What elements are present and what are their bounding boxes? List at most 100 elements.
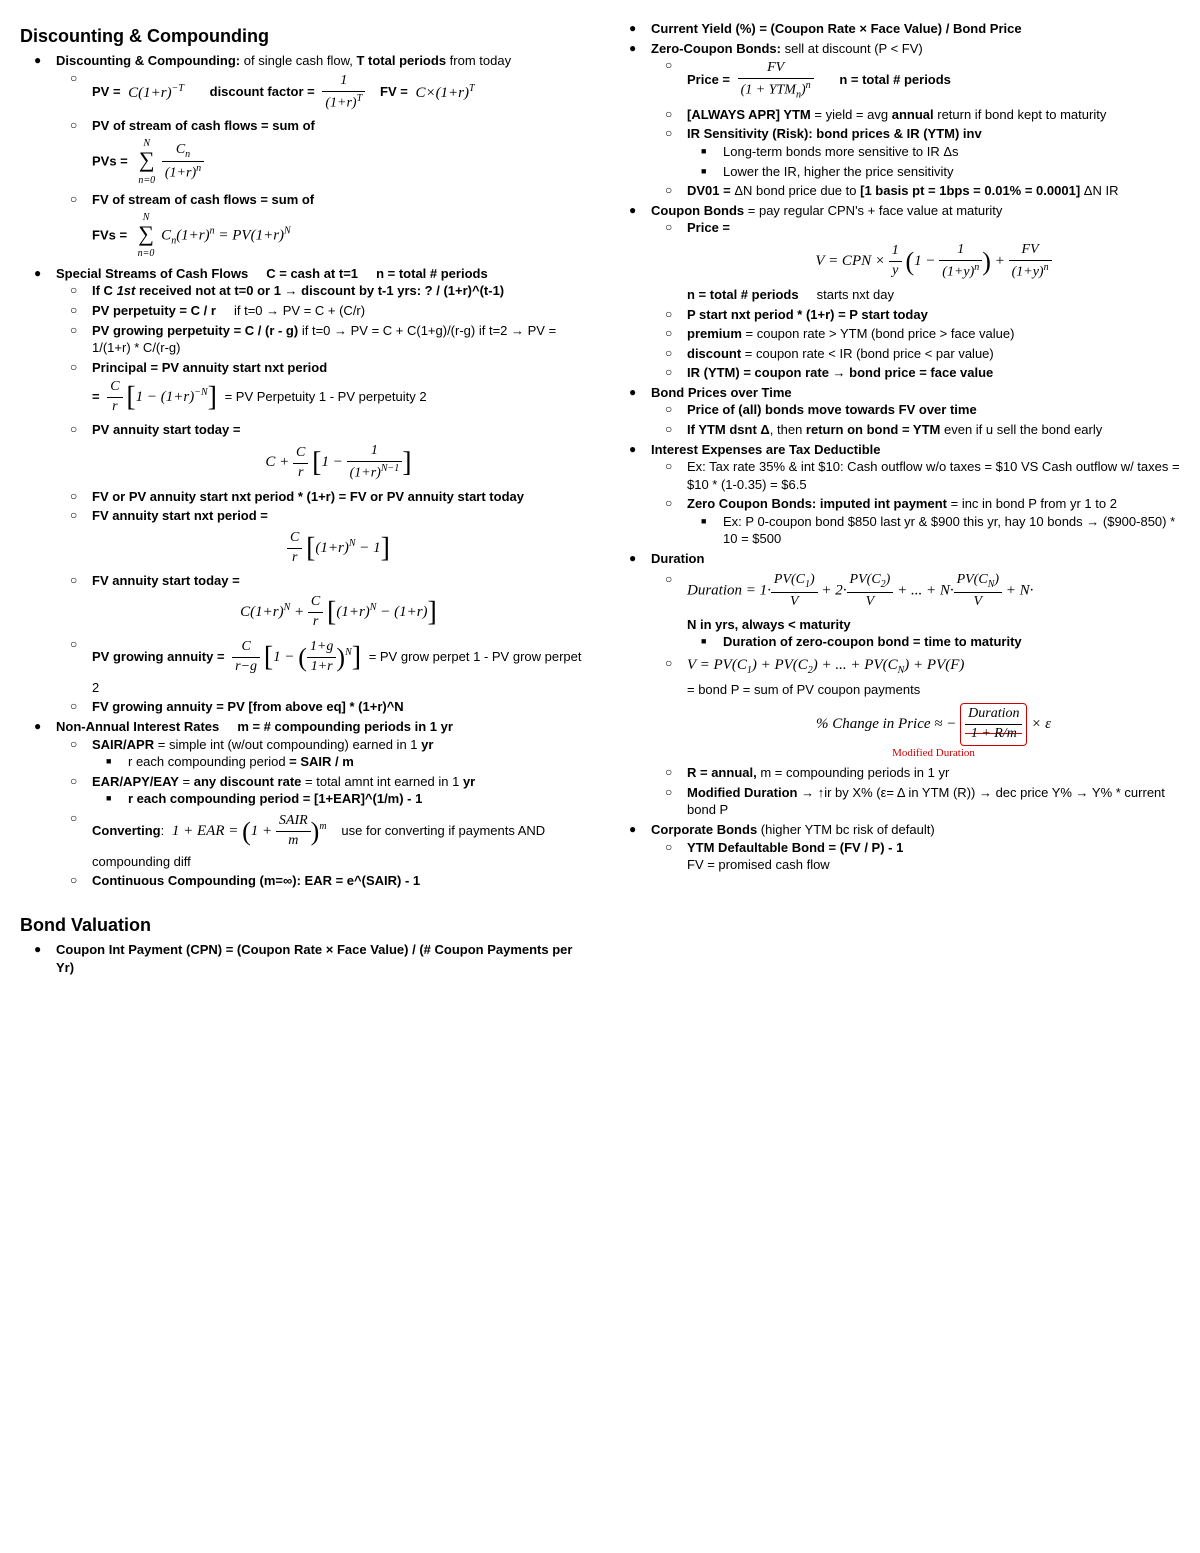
text: = pay regular CPN's + face value at matu… [744, 203, 1002, 218]
sub-fv-grow-ann: FV growing annuity = PV [from above eq] … [56, 698, 585, 716]
label: FVs = [92, 227, 131, 242]
right-column: Current Yield (%) = (Coupon Rate × Face … [615, 20, 1180, 979]
formula-convert: 1 + EAR = (1 + SAIRm)m [172, 812, 327, 851]
sub-ir-lt: Long-term bonds more sensitive to IR Δs [687, 143, 1180, 161]
label-modified-duration: Modified Duration [687, 746, 1180, 761]
label: Principal = PV annuity start nxt period [92, 360, 327, 375]
label: PV growing perpetuity = C / (r - g) [92, 323, 298, 338]
text: ΔN bond price due to [734, 183, 860, 198]
sub-ytm-def: YTM Defaultable Bond = (FV / P) - 1 FV =… [651, 839, 1180, 874]
text: (higher YTM bc risk of default) [757, 822, 935, 837]
sub-pv-grow-perp: PV growing perpetuity = C / (r - g) if t… [56, 322, 585, 357]
label: FV annuity start today = [92, 573, 240, 588]
text: N in yrs, always < maturity [687, 617, 851, 632]
sub-bp-time-b: If YTM dsnt Δ, then return on bond = YTM… [651, 421, 1180, 439]
text: If YTM dsnt Δ [687, 422, 770, 437]
sub-ir-lo: Lower the IR, higher the price sensitivi… [687, 163, 1180, 181]
label: Interest Expenses are Tax Deductible [651, 442, 881, 457]
label: FV annuity start nxt period = [92, 508, 268, 523]
text: ΔN IR [1080, 183, 1118, 198]
sub-converting: Converting: 1 + EAR = (1 + SAIRm)m use f… [56, 810, 585, 870]
left-column: Discounting & Compounding Discounting & … [20, 20, 585, 979]
label: discount factor = [210, 84, 315, 99]
formula-v: V = PV(C1) + PV(C2) + ... + PV(CN) + PV(… [687, 655, 1180, 678]
text: PV of stream of cash flows = sum of [92, 118, 315, 133]
label: PVs = [92, 153, 131, 168]
label: C = cash at t=1 [266, 266, 358, 281]
text: from today [446, 53, 511, 68]
text: yr [421, 737, 433, 752]
sub-pv-grow-ann: PV growing annuity = Cr−g [1 − (1+g1+r)N… [56, 636, 585, 696]
text: : [161, 823, 165, 838]
text: if t=0 → PV = C + (C/r) [234, 303, 365, 318]
text: even if u sell the bond early [940, 422, 1102, 437]
label: PV = [92, 84, 124, 99]
text: 1st [117, 283, 136, 298]
formula-zcb-price: FV(1 + YTMn)n [738, 59, 814, 102]
label: Coupon Bonds [651, 203, 744, 218]
label: Discounting & Compounding: [56, 53, 240, 68]
text: received not at t=0 or 1 → discount by t… [135, 283, 504, 298]
text: Continuous Compounding (m=∞): EAR = e^(S… [92, 873, 420, 888]
sub-dv01: DV01 = ΔN bond price due to [1 basis pt … [651, 182, 1180, 200]
sub-tax-ex: Ex: Tax rate 35% & int $10: Cash outflow… [651, 458, 1180, 493]
text: starts nxt day [817, 287, 894, 302]
text: If C [92, 283, 117, 298]
sub-v-formula: V = PV(C1) + PV(C2) + ... + PV(CN) + PV(… [651, 655, 1180, 761]
text: = coupon rate < IR (bond price < par val… [741, 346, 994, 361]
label: Duration [651, 551, 704, 566]
formula-pv-grow-ann: Cr−g [1 − (1+g1+r)N] [232, 638, 361, 677]
bullet-special-streams: Special Streams of Cash Flows C = cash a… [20, 265, 585, 716]
text: r each compounding period [128, 754, 289, 769]
formula-df: 1(1+r)T [322, 72, 365, 113]
formula-fv: C×(1+r)T [415, 82, 474, 103]
label: Price = [687, 220, 730, 235]
sub-sair: SAIR/APR = simple int (w/out compounding… [56, 736, 585, 771]
formula-duration: Duration = 1·PV(C1)V + 2·PV(C2)V + ... +… [687, 571, 1180, 611]
label: Bond Prices over Time [651, 385, 792, 400]
sub-premium: premium = coupon rate > YTM (bond price … [651, 325, 1180, 343]
sub-dur-zcb: Duration of zero-coupon bond = time to m… [687, 633, 1180, 651]
sub-pv-stream: PV of stream of cash flows = sum of PVs … [56, 117, 585, 189]
bullet-cur-yield: Current Yield (%) = (Coupon Rate × Face … [615, 20, 1180, 38]
label: PV growing annuity = [92, 649, 228, 664]
formula-pv: C(1+r)−T [128, 82, 184, 103]
text: P start nxt period * (1+r) = P start tod… [687, 307, 928, 322]
text: % Change in Price ≈ − [816, 716, 956, 732]
formula-fv-ann-today: C(1+r)N + Cr [(1+r)N − (1+r)] [92, 593, 585, 632]
sub-zcb-price: Price = FV(1 + YTMn)n n = total # period… [651, 57, 1180, 104]
sub-discount: discount = coupon rate < IR (bond price … [651, 345, 1180, 363]
label: T total periods [356, 53, 446, 68]
sub-zcb-imp-ex: Ex: P 0-coupon bond $850 last yr & $900 … [687, 513, 1180, 548]
text: any discount rate [194, 774, 302, 789]
sub-dur-r: R = annual, m = compounding periods in 1… [651, 764, 1180, 782]
label: FV = [380, 84, 411, 99]
bullet-cpn-bonds: Coupon Bonds = pay regular CPN's + face … [615, 202, 1180, 382]
label: EAR/APY/EAY [92, 774, 179, 789]
sub-fv-pv-trick: FV or PV annuity start nxt period * (1+r… [56, 488, 585, 506]
label: premium [687, 326, 742, 341]
text: FV of stream of cash flows = sum of [92, 192, 314, 207]
label: PV perpetuity = C / r [92, 303, 216, 318]
text: IR Sensitivity (Risk): bond prices & IR … [687, 126, 982, 141]
label: SAIR/APR [92, 737, 154, 752]
text: FV = promised cash flow [687, 857, 830, 872]
text: of single cash flow, [240, 53, 356, 68]
sub-zcb-imp: Zero Coupon Bonds: imputed int payment =… [651, 495, 1180, 548]
label: Price = [687, 72, 734, 87]
text: r each compounding period = [1+EAR]^(1/m… [128, 791, 422, 806]
label: Converting [92, 823, 161, 838]
label: discount [687, 346, 741, 361]
sub-p-start: P start nxt period * (1+r) = P start tod… [651, 306, 1180, 324]
text: return if bond kept to maturity [934, 107, 1107, 122]
formula-fv-ann-nxt: Cr [(1+r)N − 1] [92, 529, 585, 568]
text: m = compounding periods in 1 yr [757, 765, 950, 780]
sub-mod-dur: Modified Duration → ↑ir by X% (ε= Δ in Y… [651, 784, 1180, 819]
text: = PV Perpetuity 1 - PV perpetuity 2 [225, 389, 427, 404]
formula-annuity-nxt: Cr [1 − (1+r)−N] [107, 378, 217, 417]
label: n = total # periods [376, 266, 488, 281]
formula-cpn-price: V = CPN × 1y (1 − 1(1+y)n) + FV(1+y)n [687, 241, 1180, 282]
label: n = total # periods [687, 287, 799, 302]
text: Current Yield (%) = (Coupon Rate × Face … [651, 21, 1022, 36]
text: = SAIR / m [289, 754, 354, 769]
